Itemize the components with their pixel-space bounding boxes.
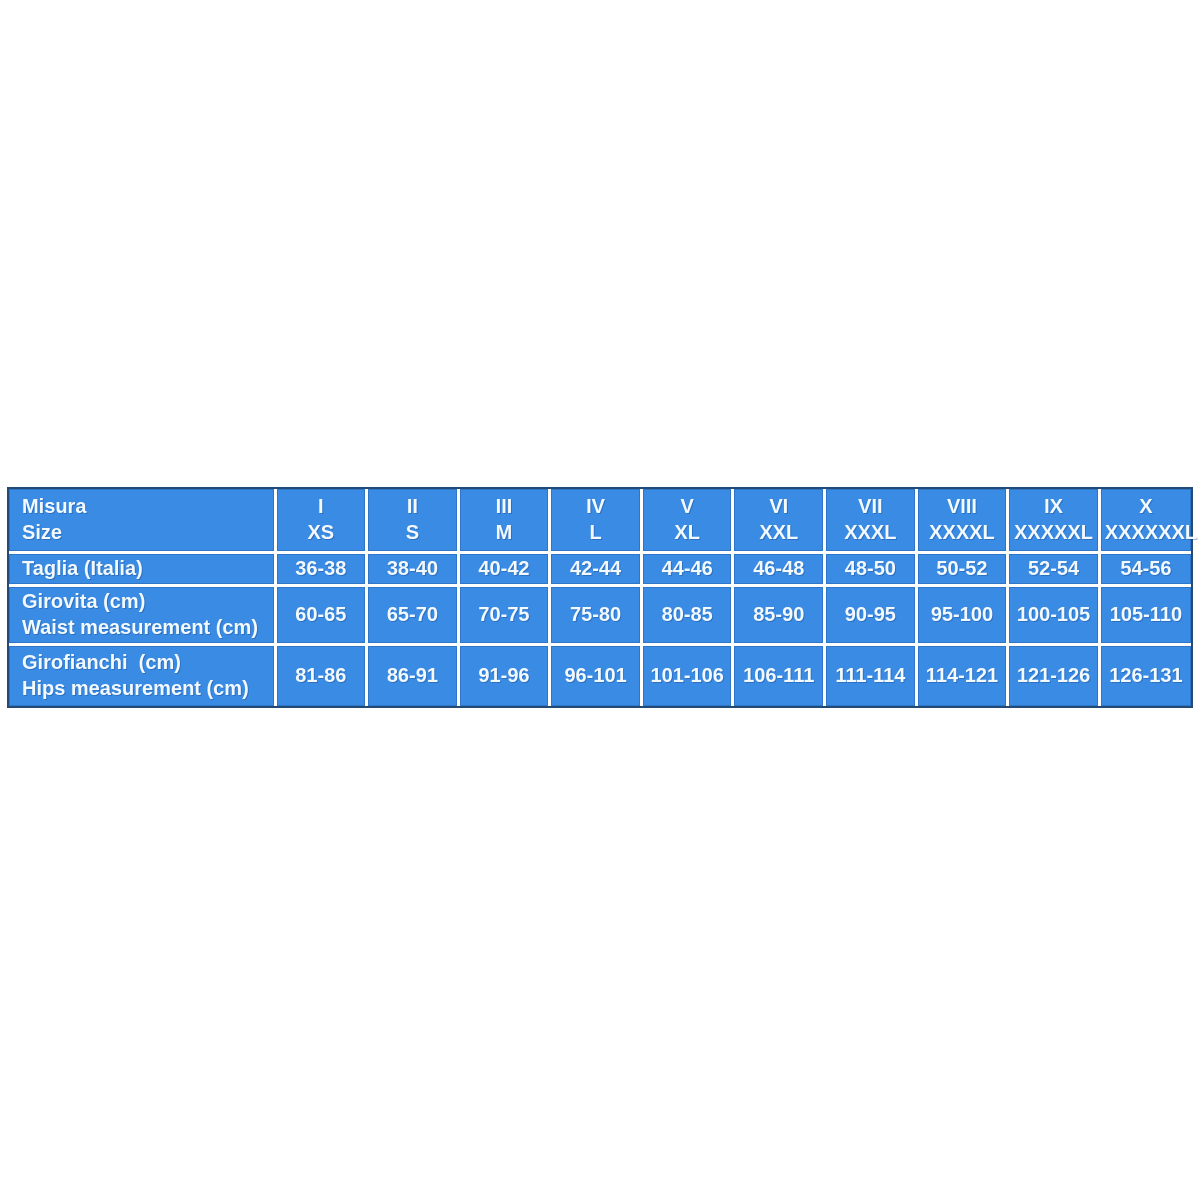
value-cell: 46-48: [731, 551, 827, 587]
value-cell: 126-131: [1097, 643, 1191, 706]
misura-label: Misura: [22, 496, 87, 518]
value-cell: 96-101: [548, 643, 643, 706]
header-col-2: II S: [365, 489, 460, 554]
value-cell: 91-96: [456, 643, 552, 706]
value-cell: 70-75: [456, 584, 552, 646]
value-cell: 86-91: [365, 643, 460, 706]
value-cell: 105-110: [1097, 584, 1191, 646]
value-cell: 106-111: [731, 643, 827, 706]
size-chart-container: Misura Size I XS II S III M IV L: [7, 487, 1198, 708]
value-cell: 50-52: [914, 551, 1010, 587]
size-label: Size: [22, 522, 63, 544]
size-code: XXXXXL: [1014, 522, 1093, 544]
size-numeral: X: [1139, 496, 1153, 518]
size-numeral: IV: [586, 496, 606, 518]
value-cell: 90-95: [823, 584, 918, 646]
row-label-line: Girofianchi (cm): [22, 652, 181, 674]
size-code: S: [405, 522, 420, 544]
value-cell: 40-42: [456, 551, 552, 587]
value-cell: 44-46: [639, 551, 735, 587]
header-col-9: IX XXXXXL: [1006, 489, 1101, 554]
value-cell: 54-56: [1097, 551, 1191, 587]
value-cell: 60-65: [273, 584, 369, 646]
size-numeral: VIII: [946, 496, 977, 518]
value-cell: 114-121: [914, 643, 1010, 706]
value-cell: 48-50: [823, 551, 918, 587]
value-cell: 101-106: [639, 643, 735, 706]
row-label-girovita: Girovita (cm) Waist measurement (cm): [9, 584, 277, 646]
row-label-line: Taglia (Italia): [22, 558, 143, 580]
header-misura-size-cell: Misura Size: [9, 489, 277, 554]
size-code: XXXL: [844, 522, 897, 544]
size-code: M: [495, 522, 513, 544]
header-col-7: VII XXXL: [823, 489, 918, 554]
value-cell: 42-44: [548, 551, 643, 587]
size-numeral: IX: [1044, 496, 1063, 518]
header-col-1: I XS: [273, 489, 369, 554]
size-numeral: V: [680, 496, 694, 518]
value-cell: 95-100: [914, 584, 1010, 646]
row-label-line: Girovita (cm): [22, 591, 146, 613]
size-code: XXXXXXL: [1104, 522, 1198, 544]
size-numeral: II: [406, 496, 418, 518]
value-cell: 81-86: [273, 643, 369, 706]
size-chart-table: Misura Size I XS II S III M IV L: [9, 489, 1198, 706]
value-cell: 80-85: [639, 584, 735, 646]
size-code: XL: [674, 522, 700, 544]
row-label-girofianchi: Girofianchi (cm) Hips measurement (cm): [9, 643, 277, 706]
size-code: XXXXL: [929, 522, 995, 544]
header-col-3: III M: [456, 489, 552, 554]
table-row-girovita: Girovita (cm) Waist measurement (cm) 60-…: [9, 584, 1191, 646]
size-numeral: VII: [858, 496, 883, 518]
row-label-line: Hips measurement (cm): [22, 678, 249, 700]
row-label-line: Waist measurement (cm): [22, 617, 258, 639]
header-col-4: IV L: [548, 489, 643, 554]
value-cell: 52-54: [1006, 551, 1101, 587]
size-numeral: I: [318, 496, 324, 518]
header-col-6: VI XXL: [731, 489, 827, 554]
header-col-8: VIII XXXXL: [914, 489, 1010, 554]
table-row-taglia: Taglia (Italia) 36-38 38-40 40-42 42-44 …: [9, 551, 1191, 587]
value-cell: 36-38: [273, 551, 369, 587]
table-header-row: Misura Size I XS II S III M IV L: [9, 489, 1198, 554]
value-cell: 65-70: [365, 584, 460, 646]
value-cell: 100-105: [1006, 584, 1101, 646]
size-code: XS: [307, 522, 335, 544]
size-code: XXL: [759, 522, 799, 544]
table-row-girofianchi: Girofianchi (cm) Hips measurement (cm) 8…: [9, 643, 1191, 706]
size-numeral: VI: [769, 496, 789, 518]
size-code: L: [589, 522, 602, 544]
size-numeral: III: [495, 496, 513, 518]
value-cell: 111-114: [823, 643, 918, 706]
value-cell: 75-80: [548, 584, 643, 646]
header-col-5: V XL: [639, 489, 735, 554]
row-label-taglia: Taglia (Italia): [9, 551, 277, 587]
value-cell: 85-90: [731, 584, 827, 646]
header-col-10: X XXXXXXL: [1097, 489, 1198, 554]
value-cell: 121-126: [1006, 643, 1101, 706]
value-cell: 38-40: [365, 551, 460, 587]
